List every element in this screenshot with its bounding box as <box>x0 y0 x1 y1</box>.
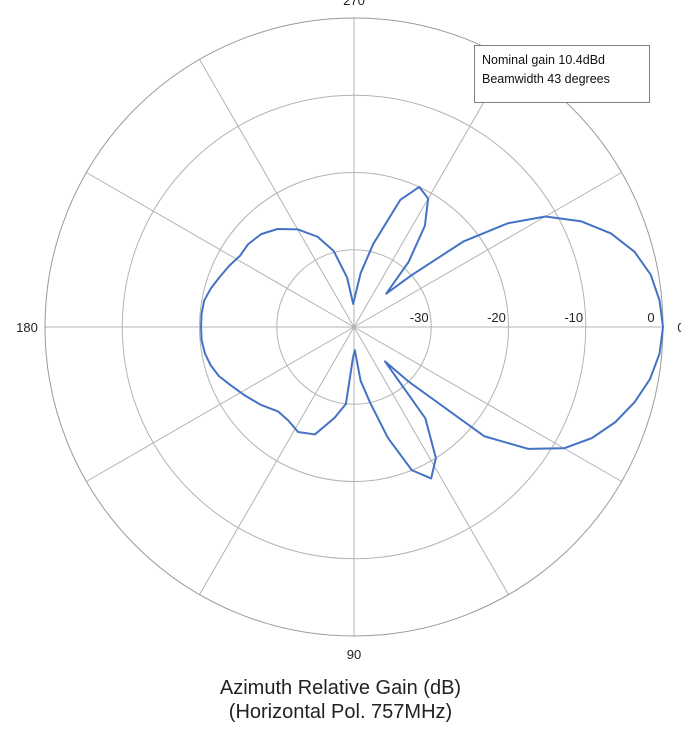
polar-grid <box>44 17 664 637</box>
gain-pattern-line <box>200 185 664 480</box>
grid-ring <box>276 249 432 405</box>
annotation-line-beamwidth: Beamwidth 43 degrees <box>482 72 610 86</box>
label-layer: -30 -20 -10 0 0 90 180 270 <box>16 0 681 660</box>
radial-tick-label: -10 <box>564 310 583 325</box>
radial-tick-label: -20 <box>487 310 506 325</box>
series-layer <box>200 185 664 480</box>
angle-label-180: 180 <box>16 320 38 335</box>
grid-ring <box>199 172 509 482</box>
chart-title: Azimuth Relative Gain (dB) <box>219 677 462 699</box>
angle-label-0: 0 <box>677 320 681 335</box>
grid-ring <box>121 94 587 560</box>
angle-label-90: 90 <box>347 647 361 660</box>
annotation-line-gain: Nominal gain 10.4dBd <box>482 53 605 67</box>
chart-subtitle: (Horizontal Pol. 757MHz) <box>228 701 453 723</box>
angle-label-270: 270 <box>343 0 365 8</box>
radial-tick-label: -30 <box>410 310 429 325</box>
polar-chart: -30 -20 -10 0 0 90 180 270 <box>16 0 681 660</box>
annotation-box: Nominal gain 10.4dBd Beamwidth 43 degree… <box>474 45 650 103</box>
radial-tick-label: 0 <box>647 310 654 325</box>
